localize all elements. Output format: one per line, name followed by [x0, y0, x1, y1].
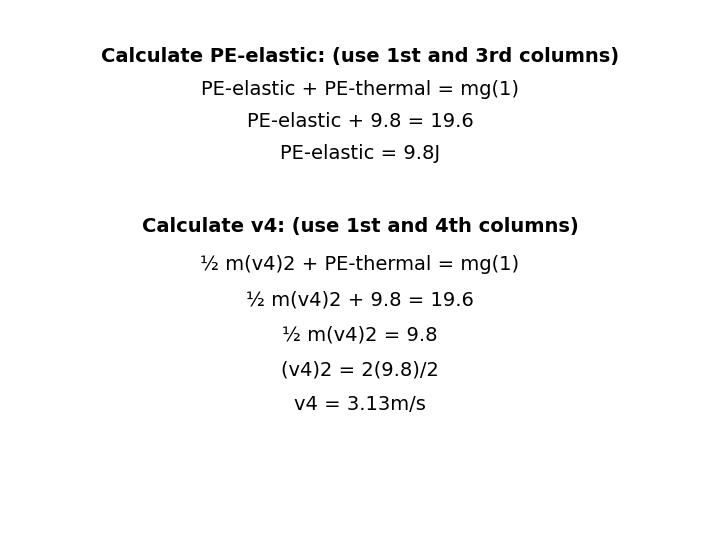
Text: PE-elastic = 9.8J: PE-elastic = 9.8J — [280, 144, 440, 164]
Text: ½ m(v4)2 + PE-thermal = mg(1): ½ m(v4)2 + PE-thermal = mg(1) — [200, 255, 520, 274]
Text: Calculate v4: (use 1st and 4th columns): Calculate v4: (use 1st and 4th columns) — [142, 217, 578, 237]
Text: v4 = 3.13m/s: v4 = 3.13m/s — [294, 395, 426, 415]
Text: (v4)2 = 2(9.8)/2: (v4)2 = 2(9.8)/2 — [281, 360, 439, 380]
Text: PE-elastic + PE-thermal = mg(1): PE-elastic + PE-thermal = mg(1) — [201, 79, 519, 99]
Text: ½ m(v4)2 + 9.8 = 19.6: ½ m(v4)2 + 9.8 = 19.6 — [246, 290, 474, 309]
Text: PE-elastic + 9.8 = 19.6: PE-elastic + 9.8 = 19.6 — [247, 112, 473, 131]
Text: ½ m(v4)2 = 9.8: ½ m(v4)2 = 9.8 — [282, 325, 438, 345]
Text: Calculate PE-elastic: (use 1st and 3rd columns): Calculate PE-elastic: (use 1st and 3rd c… — [101, 47, 619, 66]
